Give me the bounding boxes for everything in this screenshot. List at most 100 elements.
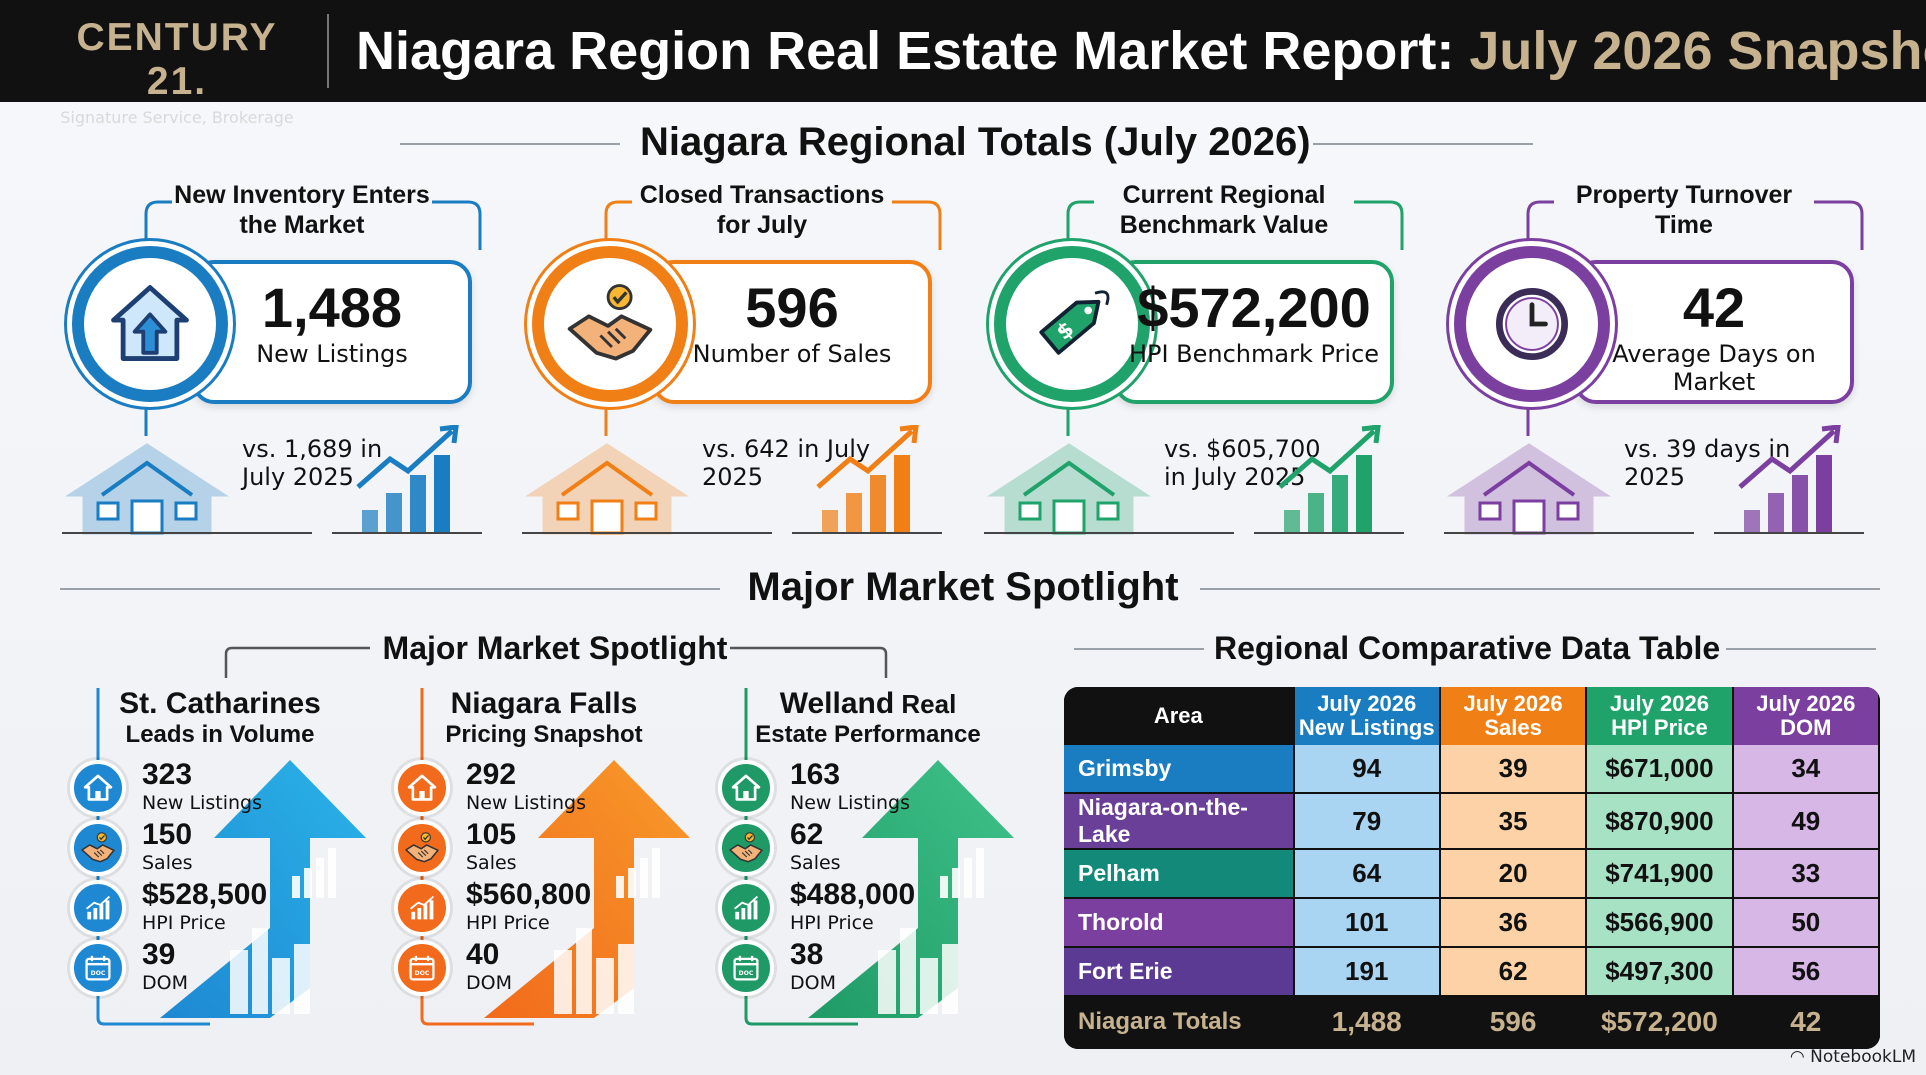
market-metric: $560,800 HPI Price — [394, 878, 694, 938]
table-cell: 94 — [1294, 745, 1441, 794]
metric-value: 105 — [466, 818, 517, 851]
market-metric: 105 Sales — [394, 818, 694, 878]
market-arrow-graphic — [744, 688, 1014, 1026]
kpi-card: Closed Transactions for July 596 Number … — [522, 180, 952, 535]
table-total-cell: 42 — [1733, 997, 1880, 1049]
table-body: Grimsby 94 39 $671,000 34 Niagara-on-the-Lake… — [1064, 745, 1880, 1049]
market-column: Niagara Falls Pricing Snapshot 292 New L… — [394, 688, 694, 1075]
spotlight-subheading: Major Market Spotlight — [382, 630, 728, 666]
table-area-cell: Thorold — [1064, 899, 1295, 948]
spotlight-rule-left — [60, 588, 720, 590]
regional-heading: Niagara Regional Totals (July 2026) — [640, 120, 1311, 164]
table-cell: 35 — [1440, 794, 1588, 850]
table-row: Grimsby 94 39 $671,000 34 — [1064, 745, 1880, 794]
market-title: St. Catharines — [70, 688, 370, 720]
calendar-icon: DOC — [70, 940, 126, 996]
metric-label: Sales — [466, 852, 517, 874]
kpi-label: New Inventory Enters the Market — [174, 181, 430, 239]
trend-bars-icon — [816, 425, 919, 534]
table-total-cell: 596 — [1440, 997, 1588, 1049]
kpi-comparison: vs. 1,689 in July 2025 — [242, 435, 383, 491]
ground-line — [984, 532, 1234, 534]
heading-rule-right — [1313, 143, 1533, 145]
metric-label: New Listings — [142, 792, 262, 814]
kpi-label: Property Turnover Time — [1575, 181, 1793, 239]
comparative-data-table: Area July 2026 New Listings July 2026 Sale… — [1064, 687, 1880, 1049]
market-title: Niagara Falls — [394, 688, 694, 720]
table-cell: 33 — [1733, 850, 1880, 899]
table-cell: 56 — [1733, 948, 1880, 997]
house-icon — [394, 760, 450, 816]
header-bar: CENTURY 21. Signature Service, Brokerage… — [0, 0, 1926, 127]
kpi-label: Current Regional Benchmark Value — [1119, 181, 1329, 239]
spotlight-bracket — [224, 646, 888, 678]
ground-line — [1714, 532, 1864, 534]
metric-label: Sales — [790, 852, 841, 874]
table-cell: 34 — [1733, 745, 1880, 794]
table-rule-left — [1074, 648, 1204, 650]
ground-line — [332, 532, 482, 534]
logo-subtitle: Signature Service, Brokerage — [60, 108, 294, 127]
handshake-icon — [718, 820, 774, 876]
market-metric: 62 Sales — [718, 818, 1018, 878]
metric-value: 150 — [142, 818, 193, 851]
ground-line — [1254, 532, 1404, 534]
chart-icon — [718, 880, 774, 936]
calendar-icon: DOC — [394, 940, 450, 996]
house-icon — [70, 760, 126, 816]
century21-logo: CENTURY 21. Signature Service, Brokerage — [42, 16, 312, 127]
kpi-label: Closed Transactions for July — [639, 181, 885, 239]
metric-label: Sales — [142, 852, 193, 874]
metric-value: 39 — [142, 938, 176, 971]
kpi-value: 1,488 — [261, 276, 403, 339]
metric-label: DOM — [790, 972, 836, 994]
svg-text:DOC: DOC — [415, 970, 430, 977]
table-header-cell: Area — [1064, 687, 1295, 745]
metric-label: New Listings — [790, 792, 910, 814]
handshake-icon — [394, 820, 450, 876]
notebooklm-icon: ◠ — [1789, 1047, 1811, 1067]
house-illustration — [1446, 443, 1612, 535]
table-cell: 101 — [1294, 899, 1441, 948]
kpi-connector-lines — [1066, 200, 1404, 436]
market-metric: 323 New Listings — [70, 758, 370, 818]
metric-value: 38 — [790, 938, 824, 971]
kpi-value: 42 — [1682, 276, 1746, 339]
ground-line — [792, 532, 942, 534]
kpi-comparison: vs. 39 days in 2025 — [1624, 435, 1791, 491]
table-header-row: Area July 2026 New Listings July 2026 Sale… — [1064, 687, 1880, 745]
kpi-comparison: vs. 642 in July 2025 — [702, 435, 871, 491]
table-cell: 39 — [1440, 745, 1588, 794]
metric-value: 163 — [790, 758, 841, 791]
table-header-cell: July 2026 New Listings — [1294, 687, 1441, 745]
metric-label: HPI Price — [790, 912, 874, 934]
table-cell: 62 — [1440, 948, 1588, 997]
kpi-value: $572,200 — [1137, 276, 1371, 339]
market-metric: 150 Sales — [70, 818, 370, 878]
metric-label: HPI Price — [466, 912, 550, 934]
table-area-cell: Niagara-on-the-Lake — [1064, 794, 1295, 850]
market-metric: DOC 40 DOM — [394, 938, 694, 998]
trend-bars-icon — [1738, 425, 1841, 534]
chart-icon — [70, 880, 126, 936]
metric-value: 62 — [790, 818, 824, 851]
market-metric: $528,500 HPI Price — [70, 878, 370, 938]
metric-value: $488,000 — [790, 878, 916, 911]
table-cell: $741,900 — [1587, 850, 1734, 899]
table-header-cell: July 2026 HPI Price — [1587, 687, 1734, 745]
market-title-main: St. Catharines — [119, 687, 321, 720]
footer-text: NotebookLM — [1810, 1047, 1916, 1067]
table-cell: $671,000 — [1587, 745, 1734, 794]
market-column: Welland Real Estate Performance 163 New … — [718, 688, 1018, 1075]
table-row: Pelham 64 20 $741,900 33 — [1064, 850, 1880, 899]
spotlight-heading: Major Market Spotlight — [747, 565, 1179, 609]
table-total-row: Niagara Totals 1,488 596 $572,200 42 — [1064, 997, 1880, 1049]
market-title: Welland Real — [718, 688, 1018, 720]
table-cell: $566,900 — [1587, 899, 1734, 948]
calendar-icon: DOC — [718, 940, 774, 996]
metric-value: $560,800 — [466, 878, 592, 911]
market-title-suffix: Real — [894, 689, 957, 719]
kpi-sublabel: Average Days on Market — [1612, 340, 1816, 396]
market-title-main: Niagara Falls — [450, 687, 638, 720]
ground-line — [62, 532, 312, 534]
